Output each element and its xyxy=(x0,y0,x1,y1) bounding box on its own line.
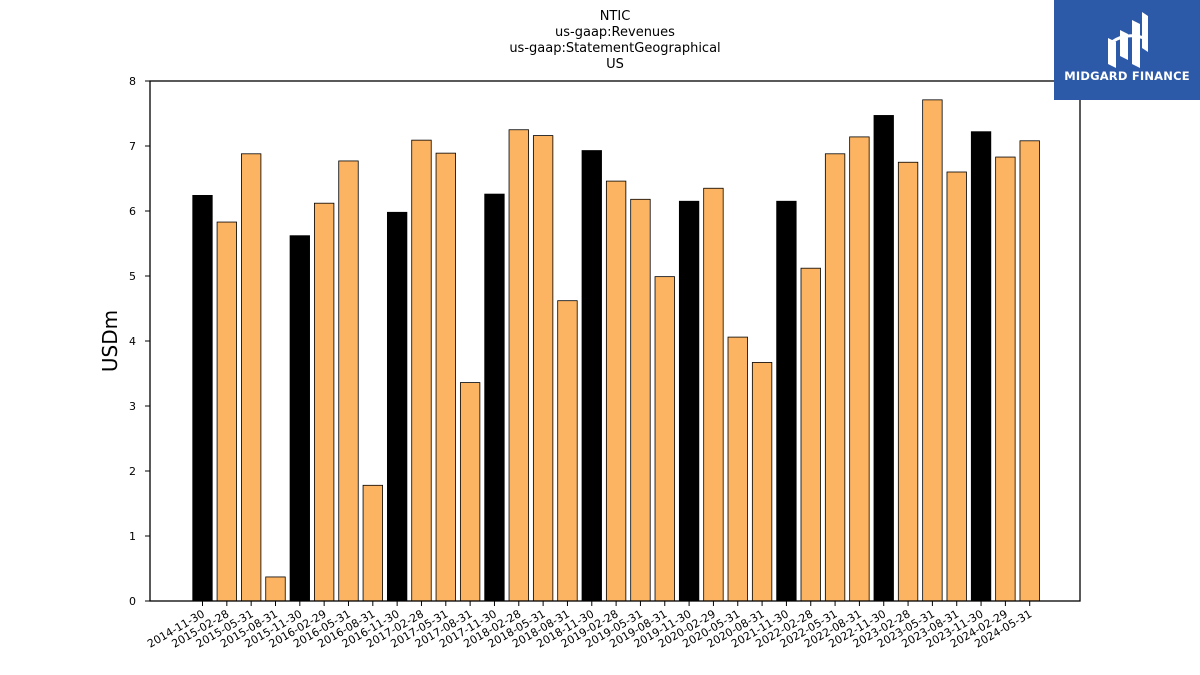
bar xyxy=(995,156,1016,602)
bar xyxy=(313,202,335,602)
bar xyxy=(241,153,262,602)
chart-title-line: us-gaap:StatementGeographical xyxy=(509,41,720,56)
bar xyxy=(459,382,481,602)
logo-text: MIDGARD FINANCE xyxy=(1064,69,1190,83)
y-tick-label: 8 xyxy=(129,75,136,88)
y-axis-label: USDm xyxy=(98,310,122,372)
bars xyxy=(192,99,1040,602)
bar xyxy=(703,187,724,602)
plot-frame xyxy=(149,80,1081,602)
bar xyxy=(508,129,529,602)
brand-logo: MIDGARD FINANCE xyxy=(1054,0,1200,100)
bar xyxy=(630,198,651,602)
bar xyxy=(946,171,967,602)
bar xyxy=(970,131,992,602)
chart-title-line: us-gaap:Revenues xyxy=(555,25,675,40)
bar xyxy=(338,160,359,602)
bar xyxy=(849,136,870,602)
bar xyxy=(532,135,554,602)
bar xyxy=(386,211,408,602)
bar xyxy=(581,150,602,602)
y-tick-label: 1 xyxy=(129,530,136,543)
bar xyxy=(922,99,943,602)
bar xyxy=(873,115,894,602)
bar xyxy=(654,276,675,602)
bar xyxy=(362,484,383,602)
y-tick-label: 6 xyxy=(129,205,136,218)
y-tick-label: 3 xyxy=(129,400,136,413)
bar xyxy=(216,221,237,602)
y-tick-label: 2 xyxy=(129,465,136,478)
bar xyxy=(192,194,213,602)
y-tick-label: 5 xyxy=(129,270,136,283)
bar xyxy=(824,153,846,602)
bar xyxy=(678,200,700,602)
y-tick-label: 0 xyxy=(129,595,136,608)
x-axis-ticks: 2014-11-302015-02-282015-05-312015-08-31… xyxy=(145,601,1034,651)
bar xyxy=(411,139,432,602)
bar xyxy=(776,200,797,602)
bar xyxy=(435,152,456,602)
bar xyxy=(289,235,310,602)
bar xyxy=(1019,140,1040,602)
chart-title: NTICus-gaap:Revenuesus-gaap:StatementGeo… xyxy=(509,9,720,72)
bar xyxy=(751,362,773,602)
y-axis-ticks: 0 1 2 3 4 5 6 7 8 xyxy=(129,75,150,608)
chart-title-line: US xyxy=(606,57,624,72)
y-tick-label: 7 xyxy=(129,140,136,153)
y-tick-label: 4 xyxy=(129,335,136,348)
bar xyxy=(605,180,627,602)
bar xyxy=(727,336,748,602)
bar xyxy=(557,300,578,602)
bar xyxy=(800,267,821,602)
bar xyxy=(484,193,505,602)
bar xyxy=(897,161,919,602)
midgard-finance-logo-icon xyxy=(1108,12,1148,68)
bar xyxy=(265,576,286,602)
chart-title-line: NTIC xyxy=(600,9,631,24)
